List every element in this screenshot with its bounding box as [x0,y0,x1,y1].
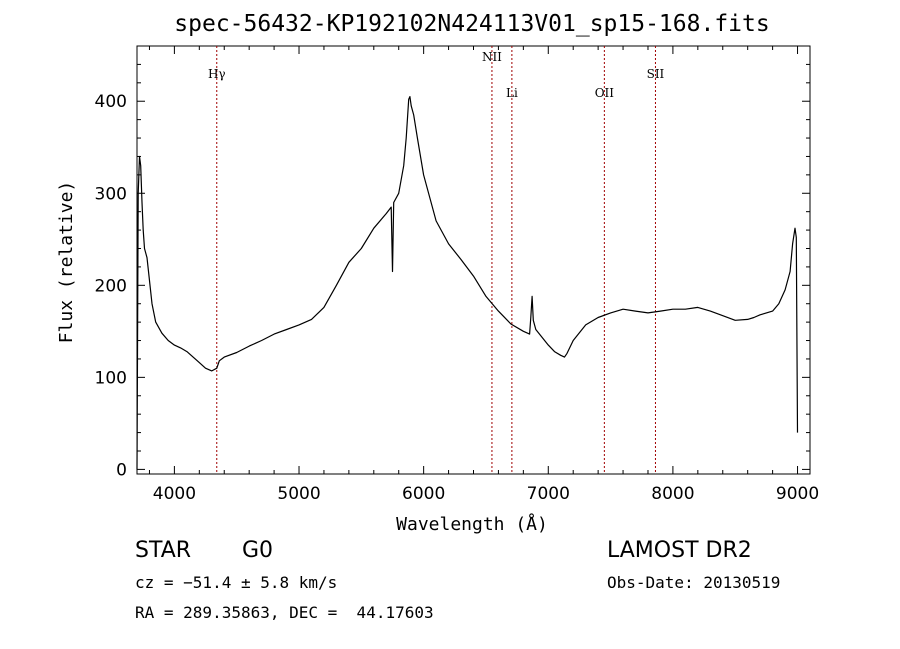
y-tick-label: 200 [95,276,127,296]
coordinates-text: RA = 289.35863, DEC = 44.17603 [135,603,434,622]
x-axis-label: Wavelength (Å) [396,513,548,535]
object-class: STAR [135,538,192,563]
marker-label: Li [506,86,518,100]
marker-label: OII [595,86,615,100]
emission-line-markers: Hγ NII Li OII SII [208,46,665,474]
axis-ticks: 4000 5000 6000 7000 8000 9000 0 100 200 300 400 [95,46,819,504]
y-tick-label: 400 [95,92,127,112]
marker-label: NII [482,50,502,64]
x-tick-label: 6000 [402,484,445,504]
marker-label: Hγ [208,67,226,81]
obs-date-text: Obs-Date: 20130519 [607,573,781,592]
x-tick-label: 8000 [651,484,694,504]
object-subclass: G0 [242,538,274,563]
marker-label: SII [647,67,665,81]
x-tick-label: 7000 [527,484,570,504]
survey-label: LAMOST DR2 [607,538,752,563]
plot-frame [136,45,811,475]
redshift-text: cz = −51.4 ± 5.8 km/s [135,573,338,592]
y-tick-label: 300 [95,184,127,204]
y-tick-label: 0 [116,460,127,480]
x-tick-label: 9000 [776,484,819,504]
chart-title: spec-56432-KP192102N424113V01_sp15-168.f… [174,11,769,37]
x-tick-label: 5000 [277,484,320,504]
y-axis-label: Flux (relative) [56,181,77,344]
x-tick-label: 4000 [153,484,196,504]
y-tick-label: 100 [95,368,127,388]
spectrum-line [136,96,799,470]
